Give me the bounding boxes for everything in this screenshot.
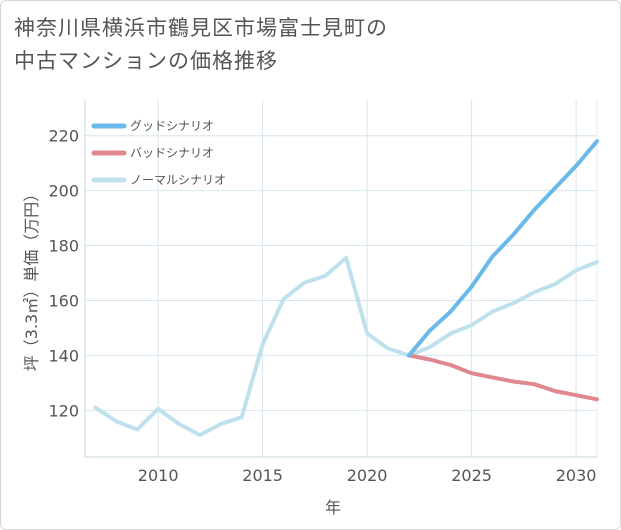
y-tick-label-160: 160 <box>48 291 79 310</box>
legend-label-1: バッドシナリオ <box>130 146 214 160</box>
x-tick-label-2015: 2015 <box>242 466 283 485</box>
x-tick-label-2010: 2010 <box>138 466 179 485</box>
grid-lines <box>85 100 597 457</box>
y-tick-label-140: 140 <box>48 346 79 365</box>
y-tick-label-200: 200 <box>48 182 79 201</box>
x-axis-label: 年 <box>325 498 341 517</box>
legend-label-0: グッドシナリオ <box>130 119 214 133</box>
series-layer <box>93 139 599 437</box>
y-tick-label-120: 120 <box>48 401 79 420</box>
x-tick-label-2020: 2020 <box>347 466 388 485</box>
chart-title-line-2: 中古マンションの価格推移 <box>14 49 278 73</box>
x-tick-label-2030: 2030 <box>556 466 597 485</box>
series-line-1 <box>406 353 599 402</box>
y-tick-label-180: 180 <box>48 237 79 256</box>
chart-title: 神奈川県横浜市鶴見区市場富士見町の 中古マンションの価格推移 <box>14 12 574 78</box>
chart-title-line-1: 神奈川県横浜市鶴見区市場富士見町の <box>14 16 388 40</box>
series-line-0 <box>406 139 599 358</box>
x-tick-label-2025: 2025 <box>451 466 492 485</box>
series-line-2 <box>93 255 599 437</box>
tick-labels: 2010 2015 2020 2025 2030 120 140 160 180 200 220 <box>48 127 596 485</box>
y-tick-label-220: 220 <box>48 127 79 146</box>
legend-label-2: ノーマルシナリオ <box>130 173 226 187</box>
y-axis-label: 坪（3.3㎡）単価（万円） <box>22 186 41 371</box>
